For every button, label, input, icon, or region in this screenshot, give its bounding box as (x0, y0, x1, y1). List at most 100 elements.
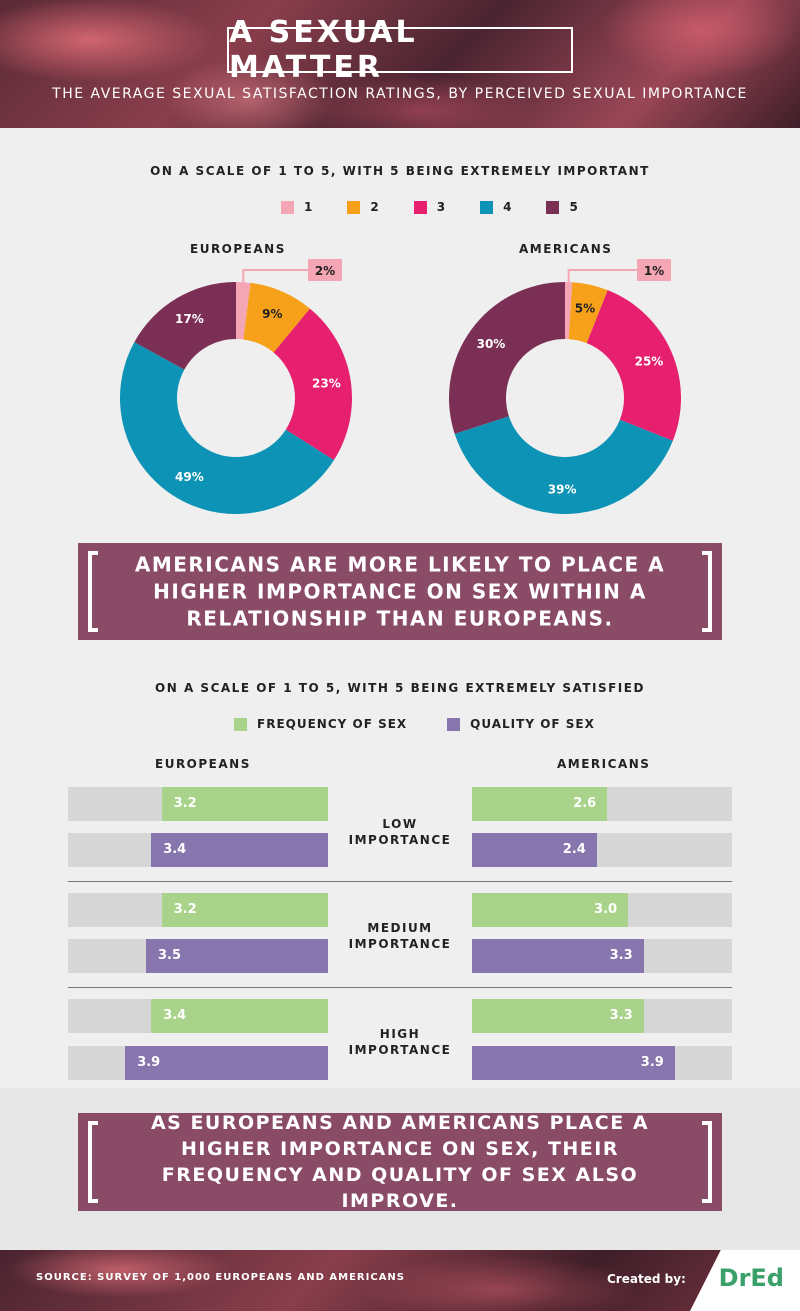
page-title: A SEXUAL MATTER (227, 15, 573, 85)
insight-banner-1: AMERICANS ARE MORE LIKELY TO PLACE A HIG… (78, 543, 722, 640)
satisfaction-legend: FREQUENCY OF SEX QUALITY OF SEX (234, 717, 595, 731)
bar-value-label-americans-medium-frequency: 3.0 (594, 902, 618, 917)
slice-label-europeans-5: 17% (175, 312, 204, 326)
bar-track-europeans-medium-frequency: 3.2 (68, 893, 328, 927)
slice-label-americans-2: 5% (575, 302, 595, 316)
legend-swatch-1 (281, 200, 294, 214)
bar-track-americans-high-frequency: 3.3 (472, 999, 732, 1033)
legend-item-3: 3 (413, 200, 447, 214)
importance-scale-label: ON A SCALE OF 1 TO 5, WITH 5 BEING EXTRE… (150, 164, 650, 178)
slice-label-europeans-1: 2% (315, 264, 335, 278)
callout-box-americans (637, 259, 671, 281)
footer: SOURCE: SURVEY OF 1,000 EUROPEANS AND AM… (0, 1250, 800, 1311)
donut-slice-americans-2 (568, 282, 608, 344)
bar-value-label-europeans-high-frequency: 3.4 (163, 1008, 187, 1023)
legend-label-3: 3 (436, 200, 447, 214)
legend-item-frequency: FREQUENCY OF SEX (234, 717, 407, 731)
donut-title-europeans: EUROPEANS (190, 242, 286, 256)
dred-logo[interactable]: DrEd (718, 1264, 784, 1292)
bars-title-americans: AMERICANS (557, 757, 651, 771)
satisfaction-scale-label: ON A SCALE OF 1 TO 5, WITH 5 BEING EXTRE… (155, 681, 645, 695)
legend-item-4: 4 (480, 200, 512, 214)
donut-charts: 2% 9% 23% 49% 17% 1% 5% 25% 39% 30% (119, 259, 681, 515)
bar-americans-low-frequency (472, 787, 608, 821)
legend-label-1: 1 (304, 200, 314, 214)
source-note: SOURCE: SURVEY OF 1,000 EUROPEANS AND AM… (36, 1272, 406, 1283)
bar-americans-high-frequency (472, 999, 644, 1033)
slice-label-americans-3: 25% (635, 355, 664, 369)
bar-track-americans-medium-frequency: 3.0 (472, 893, 732, 927)
importance-legend: 1 2 3 4 5 (281, 200, 579, 214)
legend-swatch-2 (347, 200, 361, 214)
donut-slice-americans-3 (586, 290, 681, 441)
bar-europeans-medium-frequency (161, 893, 328, 927)
level-divider (68, 881, 732, 882)
legend-swatch-3 (413, 200, 427, 214)
legend-label-quality: QUALITY OF SEX (470, 717, 595, 731)
callout-line-americans (567, 269, 637, 283)
bar-track-europeans-low-frequency: 3.2 (68, 787, 328, 821)
bar-value-label-americans-low-frequency: 2.6 (573, 796, 597, 811)
header-banner: A SEXUAL MATTER THE AVERAGE SEXUAL SATIS… (0, 0, 800, 128)
created-by-label: Created by: (607, 1272, 686, 1286)
bar-track-europeans-high-frequency: 3.4 (68, 999, 328, 1033)
level-label-high: HIGH IMPORTANCE (348, 1027, 452, 1057)
donut-slice-americans-1 (565, 282, 573, 340)
legend-item-2: 2 (347, 200, 379, 214)
bar-track-americans-high-quality: 3.9 (472, 1046, 732, 1080)
slice-label-americans-1: 1% (644, 264, 664, 278)
left-bracket (88, 551, 98, 632)
donut-slice-europeans-5 (134, 282, 236, 370)
bar-americans-high-quality (472, 1046, 675, 1080)
legend-label-frequency: FREQUENCY OF SEX (257, 717, 408, 731)
page-subtitle: THE AVERAGE SEXUAL SATISFACTION RATINGS,… (52, 86, 748, 102)
donut-slice-americans-4 (454, 416, 673, 514)
donut-slice-europeans-1 (236, 282, 251, 340)
legend-label-2: 2 (370, 200, 380, 214)
bar-value-label-americans-high-quality: 3.9 (640, 1055, 664, 1070)
donut-slice-europeans-3 (273, 308, 352, 461)
legend-swatch-5 (546, 200, 560, 214)
legend-item-1: 1 (281, 200, 313, 214)
bar-americans-medium-quality (472, 939, 644, 973)
right-bracket (702, 1121, 712, 1203)
bar-value-label-americans-medium-quality: 3.3 (609, 948, 633, 963)
bar-value-label-europeans-low-frequency: 3.2 (173, 796, 197, 811)
legend-label-4: 4 (503, 200, 513, 214)
slice-label-europeans-4: 49% (175, 470, 204, 484)
legend-label-5: 5 (569, 200, 579, 214)
slice-label-americans-5: 30% (477, 337, 506, 351)
slice-label-europeans-3: 23% (312, 377, 341, 391)
bar-track-europeans-low-quality: 3.4 (68, 833, 328, 867)
legend-item-5: 5 (546, 200, 578, 214)
legend-swatch-frequency (234, 717, 247, 731)
insight-banner-2: AS EUROPEANS AND AMERICANS PLACE A HIGHE… (78, 1112, 722, 1212)
slice-label-europeans-2: 9% (262, 307, 282, 321)
bar-value-label-americans-low-quality: 2.4 (562, 842, 586, 857)
bar-track-americans-low-frequency: 2.6 (472, 787, 732, 821)
bar-americans-medium-frequency (472, 893, 628, 927)
bar-europeans-high-frequency (151, 999, 328, 1033)
bar-track-americans-medium-quality: 3.3 (472, 939, 732, 973)
legend-item-quality: QUALITY OF SEX (447, 717, 595, 731)
bar-americans-low-quality (472, 833, 597, 867)
callout-box-europeans (308, 259, 342, 281)
legend-swatch-4 (480, 200, 494, 214)
donut-slice-europeans-4 (119, 342, 334, 515)
legend-swatch-quality (447, 717, 461, 731)
bars-title-europeans: EUROPEANS (155, 757, 251, 771)
bar-value-label-americans-high-frequency: 3.3 (609, 1008, 633, 1023)
insight-text-2: AS EUROPEANS AND AMERICANS PLACE A HIGHE… (150, 1112, 650, 1212)
insight-text-1: AMERICANS ARE MORE LIKELY TO PLACE A HIG… (134, 552, 666, 630)
bar-value-label-europeans-low-quality: 3.4 (163, 842, 187, 857)
slice-label-americans-4: 39% (548, 482, 577, 496)
bar-europeans-high-quality (125, 1046, 328, 1080)
bar-europeans-low-frequency (161, 787, 328, 821)
left-bracket (88, 1121, 98, 1203)
bar-value-label-europeans-medium-frequency: 3.2 (173, 902, 197, 917)
bar-value-label-europeans-medium-quality: 3.5 (158, 948, 182, 963)
donut-title-americans: AMERICANS (519, 242, 613, 256)
bar-track-europeans-high-quality: 3.9 (68, 1046, 328, 1080)
bar-europeans-low-quality (151, 833, 328, 867)
level-divider (68, 987, 732, 988)
